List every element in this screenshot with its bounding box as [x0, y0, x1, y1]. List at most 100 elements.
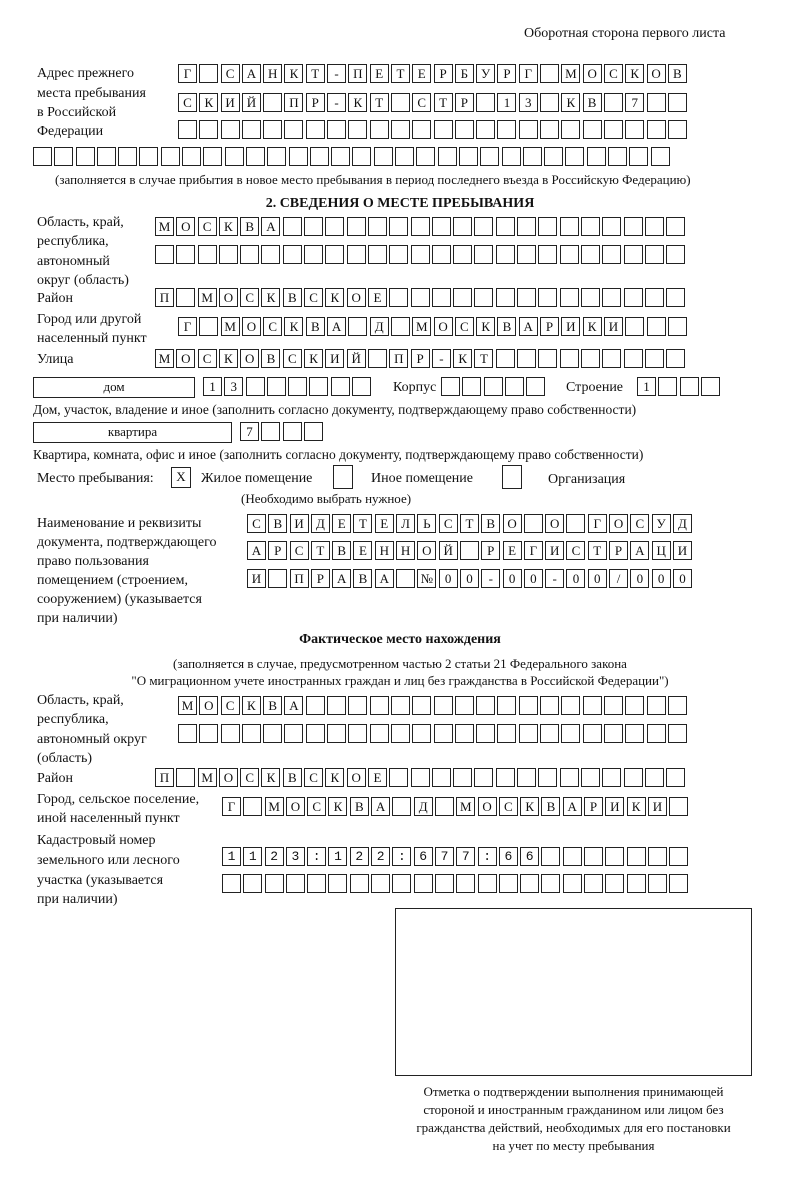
letter-cell[interactable]: У: [476, 64, 496, 83]
letter-cell[interactable]: [504, 377, 524, 396]
letter-cell[interactable]: Р: [497, 64, 517, 83]
letter-cell[interactable]: [495, 217, 515, 236]
letter-cell[interactable]: А: [374, 569, 394, 588]
letter-cell[interactable]: [282, 245, 302, 264]
letter-cell[interactable]: А: [327, 317, 347, 336]
letter-cell[interactable]: М: [412, 317, 432, 336]
letter-cell[interactable]: [431, 768, 451, 787]
letter-cell[interactable]: [267, 147, 287, 166]
letter-cell[interactable]: [309, 377, 329, 396]
letter-cell[interactable]: К: [218, 217, 238, 236]
letter-cell[interactable]: Р: [584, 797, 604, 816]
letter-cell[interactable]: [669, 874, 689, 893]
letter-cell[interactable]: [373, 147, 393, 166]
letter-cell[interactable]: О: [241, 317, 261, 336]
letter-cell[interactable]: В: [497, 317, 517, 336]
letter-cell[interactable]: [559, 217, 579, 236]
letter-cell[interactable]: [199, 724, 219, 743]
letter-cell[interactable]: 1: [497, 93, 517, 112]
letter-cell[interactable]: Т: [390, 64, 410, 83]
letter-cell[interactable]: [495, 349, 515, 368]
letter-cell[interactable]: [410, 768, 430, 787]
letter-cell[interactable]: -: [481, 569, 501, 588]
letter-cell[interactable]: Г: [222, 797, 241, 816]
prev-address-row-4[interactable]: [33, 147, 672, 166]
letter-cell[interactable]: [453, 768, 473, 787]
letter-cell[interactable]: [523, 514, 543, 533]
letter-cell[interactable]: [325, 245, 345, 264]
letter-cell[interactable]: [476, 93, 496, 112]
letter-cell[interactable]: [580, 768, 600, 787]
letter-cell[interactable]: [305, 724, 325, 743]
letter-cell[interactable]: [199, 317, 219, 336]
letter-cell[interactable]: С: [454, 317, 474, 336]
letter-cell[interactable]: Е: [367, 288, 387, 307]
letter-cell[interactable]: Г: [178, 64, 197, 83]
letter-cell[interactable]: М: [456, 797, 476, 816]
letter-cell[interactable]: М: [197, 288, 217, 307]
letter-cell[interactable]: [367, 217, 387, 236]
letter-cell[interactable]: Р: [410, 349, 430, 368]
house-type-field[interactable]: дом: [33, 377, 195, 398]
letter-cell[interactable]: [667, 724, 687, 743]
letter-cell[interactable]: [562, 847, 582, 866]
letter-cell[interactable]: [390, 120, 410, 139]
letter-cell[interactable]: Д: [413, 797, 433, 816]
letter-cell[interactable]: Р: [305, 93, 325, 112]
letter-cell[interactable]: [327, 696, 347, 715]
letter-cell[interactable]: [584, 847, 604, 866]
letter-cell[interactable]: [454, 696, 474, 715]
letter-cell[interactable]: К: [284, 317, 304, 336]
letter-cell[interactable]: С: [566, 541, 586, 560]
letter-cell[interactable]: [307, 874, 327, 893]
letter-cell[interactable]: [476, 724, 496, 743]
letter-cell[interactable]: [666, 349, 686, 368]
letter-cell[interactable]: [666, 245, 686, 264]
letter-cell[interactable]: [541, 847, 561, 866]
letter-cell[interactable]: [459, 541, 479, 560]
letter-cell[interactable]: [264, 847, 284, 866]
letter-cell[interactable]: [538, 349, 558, 368]
letter-cell[interactable]: [561, 696, 581, 715]
letter-cell[interactable]: [261, 245, 281, 264]
letter-cell[interactable]: [413, 847, 433, 866]
letter-cell[interactable]: П: [155, 288, 174, 307]
letter-cell[interactable]: [495, 768, 515, 787]
letter-cell[interactable]: В: [263, 696, 283, 715]
letter-cell[interactable]: [352, 377, 372, 396]
letter-cell[interactable]: [155, 245, 174, 264]
letter-cell[interactable]: [603, 696, 623, 715]
letter-cell[interactable]: [348, 317, 368, 336]
letter-cell[interactable]: 7: [240, 422, 259, 441]
letter-cell[interactable]: С: [197, 217, 217, 236]
letter-cell[interactable]: [540, 724, 560, 743]
letter-cell[interactable]: И: [220, 93, 240, 112]
letter-cell[interactable]: [517, 768, 537, 787]
letter-cell[interactable]: [352, 147, 372, 166]
letter-cell[interactable]: И: [605, 797, 625, 816]
letter-cell[interactable]: [346, 217, 366, 236]
letter-cell[interactable]: Р: [310, 569, 330, 588]
letter-cell[interactable]: [118, 147, 138, 166]
letter-cell[interactable]: [582, 696, 602, 715]
letter-cell[interactable]: В: [541, 797, 561, 816]
letter-cell[interactable]: [495, 288, 515, 307]
letter-cell[interactable]: И: [325, 349, 345, 368]
letter-cell[interactable]: [410, 217, 430, 236]
letter-cell[interactable]: [483, 377, 503, 396]
letter-cell[interactable]: [666, 768, 686, 787]
letter-cell[interactable]: Е: [369, 64, 389, 83]
letter-cell[interactable]: 0: [502, 569, 522, 588]
letter-cell[interactable]: [268, 569, 288, 588]
letter-cell[interactable]: [603, 724, 623, 743]
letter-cell[interactable]: [390, 696, 410, 715]
letter-cell[interactable]: 1: [637, 377, 656, 396]
letter-cell[interactable]: [433, 724, 453, 743]
letter-cell[interactable]: [646, 724, 666, 743]
letter-cell[interactable]: О: [346, 288, 366, 307]
